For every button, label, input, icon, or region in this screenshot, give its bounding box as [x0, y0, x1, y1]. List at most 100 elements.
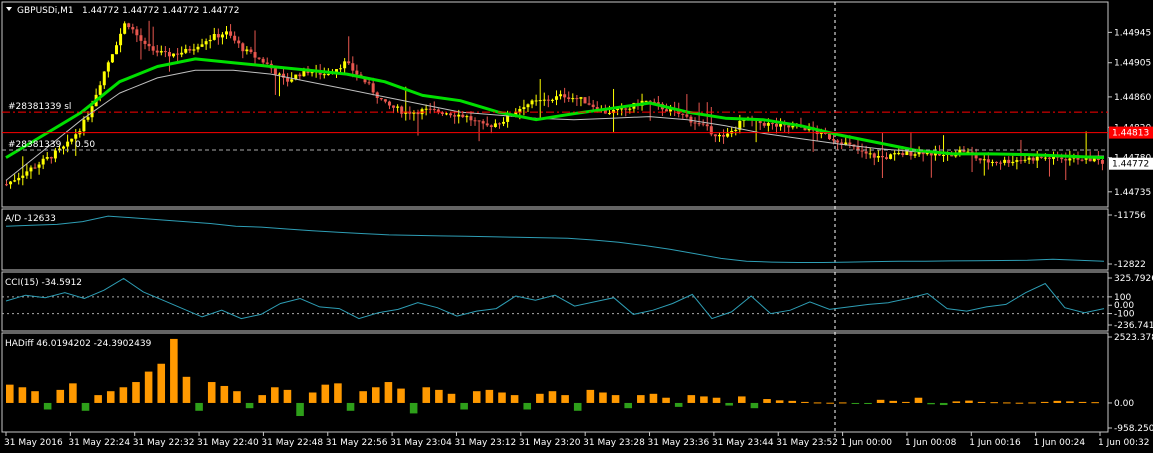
hadiff-panel[interactable] — [6, 338, 1099, 417]
hadiff-bar — [359, 391, 367, 403]
price-panel[interactable]: #28381339 sl #28381339 0.50 — [2, 20, 1108, 189]
hadiff-title: HADiff 46.0194202 -24.3902439 — [5, 339, 152, 349]
time-tick-label: 31 May 23:52 — [776, 438, 838, 448]
ad-tick-label: -12822 — [1114, 260, 1146, 270]
candle-body — [192, 49, 196, 51]
ohlc-readout: 1.44772 1.44772 1.44772 1.44772 — [82, 6, 239, 16]
candle-body — [827, 133, 831, 140]
candle-body — [481, 121, 485, 124]
hadiff-bar — [952, 401, 961, 403]
symbol-menu-icon[interactable] — [6, 7, 12, 11]
time-tick-label: 31 May 23:04 — [390, 438, 452, 448]
hadiff-bar — [334, 383, 342, 403]
hadiff-bar — [637, 395, 645, 403]
candle-body — [689, 116, 693, 123]
candle-body — [791, 126, 795, 128]
hadiff-bar — [1066, 401, 1074, 403]
time-tick-label: 1 Jun 00:24 — [1034, 438, 1086, 448]
sl-price-tag-text: 1.44813 — [1112, 129, 1149, 139]
candle-body — [974, 154, 978, 159]
candles — [5, 20, 1104, 189]
candle-body — [163, 51, 167, 53]
hadiff-bar — [662, 397, 670, 403]
time-tick-label: 31 May 23:36 — [648, 438, 710, 448]
hadiff-bar — [321, 384, 330, 403]
candle-body — [620, 108, 624, 110]
candle-body — [542, 99, 546, 101]
candle-body — [758, 119, 762, 124]
candle-body — [167, 51, 171, 57]
candle-body — [571, 98, 575, 100]
candle-body — [17, 177, 21, 181]
hadiff-bar — [1040, 401, 1049, 403]
candle-body — [587, 103, 591, 105]
candle-body — [925, 152, 929, 155]
candle-body — [151, 46, 155, 51]
hadiff-bar — [914, 397, 923, 403]
candle-body — [351, 63, 355, 71]
hadiff-bar — [712, 397, 721, 403]
candle-body — [119, 33, 123, 46]
current-price-tag — [1109, 157, 1153, 170]
candle-body — [901, 153, 905, 156]
candle-body — [9, 181, 13, 185]
time-tick-label: 31 May 22:32 — [133, 438, 195, 448]
candle-body — [962, 149, 966, 152]
candle-body — [493, 123, 497, 127]
candle-body — [286, 77, 290, 82]
hadiff-bar — [346, 402, 355, 411]
candle-body — [836, 140, 840, 143]
candle-body — [457, 114, 461, 117]
hadiff-bar — [43, 402, 52, 410]
hadiff-bar — [31, 391, 39, 403]
candle-body — [921, 151, 925, 155]
candle-body — [98, 85, 102, 95]
candle-body — [1027, 157, 1031, 160]
hadiff-bar — [233, 391, 241, 403]
panel-frame-cci — [1, 271, 1109, 332]
candle-body — [550, 99, 554, 101]
candle-body — [860, 150, 864, 152]
hadiff-bar — [611, 395, 620, 403]
hadiff-bar — [384, 382, 393, 403]
candle-body — [905, 151, 909, 156]
candle-body — [966, 151, 970, 153]
hadiff-bar — [409, 402, 418, 414]
hadiff-bar — [801, 401, 809, 403]
candle-body — [62, 146, 66, 149]
time-tick-label: 31 May 23:28 — [583, 438, 645, 448]
candle-body — [770, 123, 774, 125]
hadiff-bar — [460, 402, 468, 410]
candle-body — [53, 150, 57, 159]
candle-body — [208, 39, 212, 42]
ad-panel[interactable] — [5, 215, 1105, 263]
candle-body — [986, 159, 990, 163]
candle-body — [66, 141, 70, 147]
candle-body — [579, 97, 583, 99]
panel-labels: GBPUSDi,M1 1.44772 1.44772 1.44772 1.447… — [5, 6, 239, 349]
candle-body — [400, 106, 404, 114]
hadiff-bar — [586, 389, 595, 403]
hadiff-bar — [170, 338, 178, 403]
candle-body — [1031, 157, 1035, 161]
hadiff-bar — [700, 396, 708, 403]
candle-body — [241, 43, 245, 52]
panel-frame-ad — [1, 208, 1109, 271]
candle-body — [257, 57, 261, 59]
hadiff-bar — [144, 371, 153, 403]
hadiff-bar — [372, 387, 380, 403]
cci-panel[interactable] — [2, 277, 1108, 320]
hadiff-bar — [763, 399, 771, 403]
candle-body — [326, 74, 330, 76]
candle-body — [335, 69, 338, 73]
candle-body — [1096, 157, 1100, 160]
time-tick-label: 31 May 22:56 — [326, 438, 388, 448]
cci-title: CCI(15) -34.5912 — [5, 278, 82, 288]
hadiff-bar — [1091, 402, 1099, 404]
candle-body — [249, 49, 253, 53]
candle-body — [216, 34, 220, 38]
candle-body — [465, 116, 469, 118]
candle-body — [355, 70, 359, 75]
cci-tick-label: 0.00 — [1114, 301, 1134, 311]
